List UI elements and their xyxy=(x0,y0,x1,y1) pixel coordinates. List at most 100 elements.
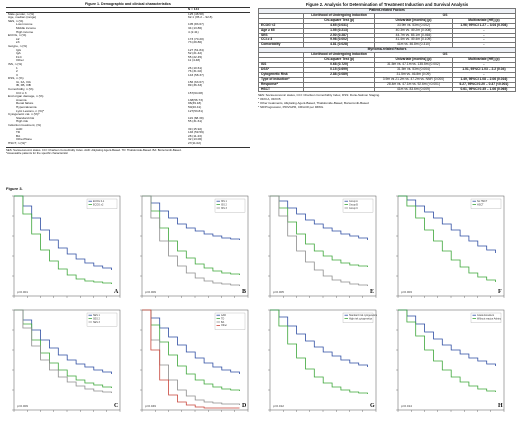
row-label: Comorbidity, n (%) xyxy=(8,87,34,92)
figure-1-caption: Figure 1. Demographic and clinical chara… xyxy=(85,2,171,6)
panel-letter: B xyxy=(242,289,246,295)
row-label: ECOG, n (%) xyxy=(8,33,27,38)
row-label: TD xyxy=(16,130,21,135)
plot-frame xyxy=(13,195,121,297)
footnote: *Assessable patients for the specific ch… xyxy=(6,150,69,155)
row-value: 52 (21.42) xyxy=(188,51,203,56)
table-header-row: N = 144 xyxy=(6,7,250,13)
table-row: Male gender, n (%) 125 (48.58) xyxy=(6,12,250,16)
figure-2-table: Figure 2. Analysis for Determination of … xyxy=(258,2,517,109)
legend-label: SES 1 xyxy=(93,314,100,317)
survival-curve-1 xyxy=(398,309,496,366)
survival-curve-3 xyxy=(14,309,112,393)
km-panel-c: SES 1 SES 2 SES 3 p=0.009 C xyxy=(6,306,124,420)
p-value-label: p=0.009 xyxy=(17,404,28,408)
row-label: ≥3 xyxy=(16,40,20,45)
legend-label: Standard risk cytogenetics xyxy=(349,314,378,317)
row-label: Male gender, n (%) xyxy=(8,11,35,16)
row-label: 1 xyxy=(16,65,18,70)
table-row: 3 143 (58.37) xyxy=(6,72,250,78)
row-value: 157(64.08) xyxy=(188,90,203,95)
row-value: 96(39.18) xyxy=(188,101,202,106)
table-row: Isotype, n (%) xyxy=(6,44,250,49)
survival-curve-4 xyxy=(142,309,240,409)
row-label: BA xyxy=(16,133,21,138)
row-label: Anemia xyxy=(16,97,27,102)
demographics-table: N = 144 Male gender, n (%) 125 (48.58) Age… xyxy=(6,7,250,146)
survival-curve-1 xyxy=(270,195,368,240)
row-label: High income xyxy=(16,29,34,34)
row-value: 156 (63.67) xyxy=(188,79,204,84)
figure-1-table: Figure 1. Demographic and clinical chara… xyxy=(6,2,250,155)
km-panel-f: No HSCT HSCT p=0.003 F xyxy=(390,192,508,306)
table-row: High risk 55 (31.61) xyxy=(6,120,250,124)
table-row: Other/None 32 (13.06) xyxy=(6,138,250,142)
table-row: High income 4 (2.41) xyxy=(6,29,250,35)
row-value: 127(53.81) xyxy=(188,108,203,113)
row-label: IB, IIB, IIIB xyxy=(16,83,31,88)
figure-2-caption: Figure 2. Analysis for Determination of … xyxy=(305,2,469,7)
survival-curve-2 xyxy=(14,195,112,284)
legend-label: Grade Excellent xyxy=(477,314,494,317)
footnote: * SD/Progression, PR/VGPR, CR/sCR per IM… xyxy=(258,104,324,109)
row-value: 127 (51.84) xyxy=(188,47,204,52)
chi-value xyxy=(302,86,376,93)
survival-curve-3 xyxy=(142,195,240,286)
p-value-label: p=0.009 xyxy=(145,290,156,294)
survival-analysis-table: Patient-related Factors Likelihood of Un… xyxy=(258,8,517,93)
row-label: 2 xyxy=(16,69,18,74)
legend-label: BA xyxy=(221,321,225,324)
p-value-label: p=0.003 xyxy=(401,290,412,294)
p-value-label: p=0.049 xyxy=(145,404,156,408)
survival-curve-1 xyxy=(270,309,368,367)
legend-label: SES 3 xyxy=(93,321,100,324)
plot-frame xyxy=(269,309,377,411)
row-label: IgG xyxy=(16,47,21,52)
legend-label: ECOG ≥2 xyxy=(93,203,104,206)
km-panel-a: ECOG 0-1 ECOG ≥2 p=0.001 A xyxy=(6,192,124,306)
legend-label: Without reactor Ashtec xyxy=(477,317,502,320)
row-value: 39 (15.92) xyxy=(188,126,203,131)
row-label: SES, n (%) xyxy=(8,18,24,23)
table-row: Cytogenetic cat. n (%)* xyxy=(6,113,250,117)
table-row: IA, IIA, IIIA 156 (63.67) xyxy=(6,79,250,85)
row-label: Other/None xyxy=(16,137,32,142)
row-label: Other xyxy=(16,58,24,63)
row-value: 146 (59.59) xyxy=(188,130,204,135)
table-row: 1 26 (10.61) xyxy=(6,65,250,71)
table-row: Renal failure 96(39.18) xyxy=(6,102,250,106)
row-label: Middle income xyxy=(16,25,36,30)
row-value: 34 (13.86) xyxy=(188,25,203,30)
row-label: Hypercalcemia xyxy=(16,105,37,110)
table-row: TD 146 (59.59) xyxy=(6,131,250,135)
row-label: Low income xyxy=(16,22,33,27)
figure-1-notes: SES: Socioeconomic status. CCI: Charlson… xyxy=(6,146,250,156)
p-value-label: p=0.001 xyxy=(17,290,28,294)
footnote: SES: Socioeconomic status, CCI: Charlson… xyxy=(258,93,381,98)
table-row: ≥3 73 (29.80) xyxy=(6,41,250,45)
km-panel-b: ISS 1 ISS 2 ISS 3 p=0.009 B xyxy=(134,192,252,306)
p-value-label: p=0.012 xyxy=(273,404,284,408)
row-value: 138(56.73) xyxy=(188,97,203,102)
table-row: ISS, n (%) xyxy=(6,62,250,67)
plot-frame xyxy=(397,195,505,297)
figure-2-notes: SES: Socioeconomic status, CCI: Charlson… xyxy=(258,94,516,109)
survival-curve-2 xyxy=(270,309,368,394)
row-label: High risk xyxy=(16,119,29,124)
row-value: 27(11.02) xyxy=(188,140,202,145)
footnote: * Other treatments, Alkylating Agent-Bas… xyxy=(258,100,369,105)
row-value: 143 (58.37) xyxy=(188,72,204,77)
table-row: Age, median (range) 62.1 (35.2 – 92.8) xyxy=(6,16,250,20)
row-value: 32 (13.06) xyxy=(188,137,203,142)
table-row: ≤2 173 (70.20) xyxy=(6,37,250,42)
table-row: Anemia 138(56.73) xyxy=(6,97,250,103)
panel-letter: D xyxy=(242,403,247,409)
row-label: Cytogenetic cat. n (%)* xyxy=(8,112,40,117)
legend-label: Other xyxy=(221,324,227,327)
